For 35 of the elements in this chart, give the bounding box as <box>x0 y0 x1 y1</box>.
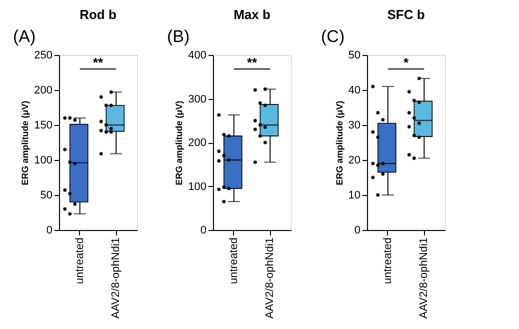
chart-title: Max b <box>234 7 270 22</box>
x-tick-label: untreated <box>74 238 86 284</box>
y-tick-label: 0 <box>46 224 52 236</box>
y-tick-label: 300 <box>188 93 206 106</box>
text: (B) <box>167 27 190 46</box>
annotation: * <box>403 55 410 70</box>
y-tick-label: 150 <box>34 120 52 132</box>
y-axis-title: ERG amplitude (μV) <box>20 100 30 186</box>
chart-title: Rod b <box>80 7 116 22</box>
x-tick-label: untreated <box>382 238 394 284</box>
y-tick-label: 200 <box>34 84 52 96</box>
y-tick-label: 50 <box>40 190 52 202</box>
x-tick-label: untreated <box>228 238 240 284</box>
y-tick-label: 200 <box>188 137 206 149</box>
annotation: ** <box>92 55 104 70</box>
y-axis-title: ERG amplitude (μV) <box>174 100 184 186</box>
annotation: ** <box>246 55 258 70</box>
chart-title: SFC b <box>387 7 425 22</box>
y-tick-label: 50 <box>348 50 360 62</box>
y-tick-label: 400 <box>188 50 206 62</box>
y-tick-label: 0 <box>200 224 206 236</box>
y-tick-label: 40 <box>348 84 360 96</box>
y-tick-label: 0 <box>354 224 360 236</box>
y-tick-label: 100 <box>188 180 206 193</box>
x-tick-label: AAV2/8-ophNdi1 <box>418 238 430 319</box>
text: (C) <box>321 27 345 46</box>
text: (A) <box>13 27 36 46</box>
y-tick-label: 100 <box>34 154 52 166</box>
y-tick-label: 10 <box>348 190 360 202</box>
x-tick-label: AAV2/8-ophNdi1 <box>264 238 276 319</box>
y-axis-title: ERG amplitude (μV) <box>334 100 344 186</box>
y-tick-label: 20 <box>348 154 360 166</box>
y-tick-label: 30 <box>348 120 360 132</box>
x-tick-label: AAV2/8-ophNdi1 <box>110 238 122 319</box>
y-tick-label: 250 <box>34 50 52 62</box>
